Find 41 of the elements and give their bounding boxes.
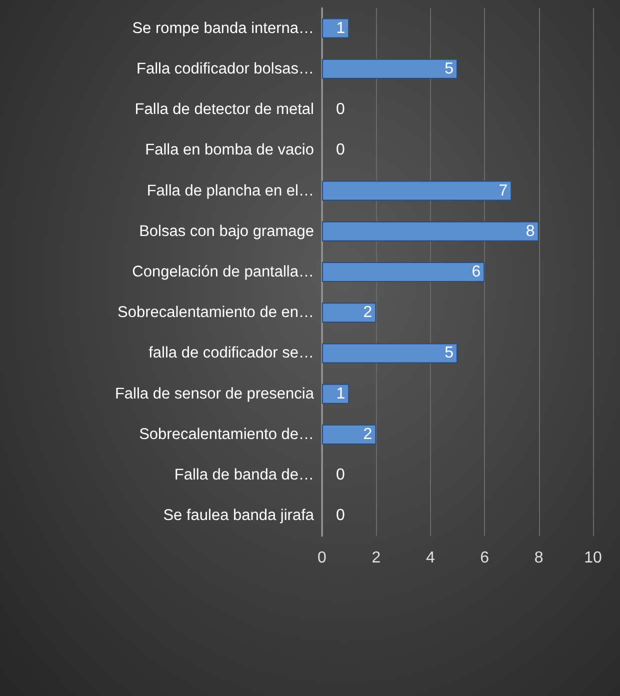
x-tick-label: 10 <box>584 550 602 566</box>
y-tick-label: Bolsas con bajo gramage <box>139 222 314 240</box>
y-tick-label: Falla de sensor de presencia <box>114 385 314 402</box>
data-label: 5 <box>444 344 454 362</box>
bar <box>322 221 539 242</box>
bar <box>322 343 458 364</box>
data-label: 0 <box>336 466 345 484</box>
x-tick-label: 4 <box>426 550 435 566</box>
y-tick-label: Falla de plancha en el… <box>146 182 314 200</box>
y-tick-label: Falla de banda de… <box>174 466 314 484</box>
y-tick-label: Sobrecalentamiento de… <box>139 426 314 443</box>
y-tick-label: Se rompe banda interna… <box>132 20 314 37</box>
x-tick-label: 6 <box>480 550 490 566</box>
y-tick-label: Falla de detector de metal <box>134 101 314 118</box>
data-label: 2 <box>363 304 372 322</box>
data-label: 1 <box>336 385 346 402</box>
data-label: 2 <box>363 426 372 443</box>
data-label: 0 <box>336 101 345 118</box>
y-tick-label: Falla codificador bolsas… <box>136 60 314 78</box>
data-label: 8 <box>526 222 535 240</box>
bar <box>322 58 458 79</box>
bar <box>322 384 350 404</box>
y-tick-label: Se faulea banda jirafa <box>163 507 314 524</box>
data-label: 7 <box>498 182 508 200</box>
x-tick-label: 0 <box>318 550 327 566</box>
data-label: 1 <box>336 20 346 37</box>
bar <box>322 18 350 38</box>
bar <box>322 302 376 323</box>
y-tick-label: Falla en bomba de vacio <box>145 142 314 159</box>
x-tick-label: 2 <box>372 550 381 566</box>
y-tick-label: Sobrecalentamiento de en… <box>118 304 314 322</box>
data-label: 6 <box>472 264 481 280</box>
bar <box>322 262 485 282</box>
bar <box>322 180 512 201</box>
data-label: 0 <box>336 142 345 159</box>
data-label: 0 <box>336 507 345 524</box>
x-tick-label: 8 <box>534 550 544 566</box>
y-tick-label: Congelación de pantalla… <box>132 264 314 280</box>
data-label: 5 <box>444 60 454 78</box>
y-tick-label: falla de codificador se… <box>148 344 314 362</box>
bar <box>322 424 376 444</box>
